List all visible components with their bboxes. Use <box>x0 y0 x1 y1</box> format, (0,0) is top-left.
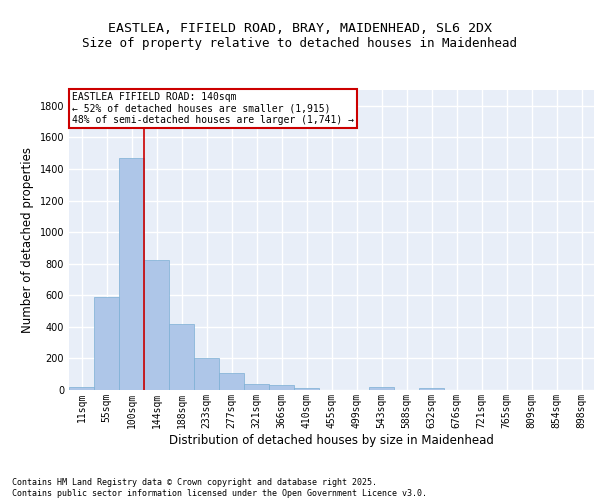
Text: Contains HM Land Registry data © Crown copyright and database right 2025.
Contai: Contains HM Land Registry data © Crown c… <box>12 478 427 498</box>
Bar <box>119 158 144 390</box>
Text: Size of property relative to detached houses in Maidenhead: Size of property relative to detached ho… <box>83 38 517 51</box>
Y-axis label: Number of detached properties: Number of detached properties <box>21 147 34 333</box>
Bar <box>269 386 294 390</box>
Bar <box>419 388 444 390</box>
Bar <box>69 387 94 390</box>
Bar <box>369 387 394 390</box>
Bar <box>144 260 169 390</box>
Bar <box>219 374 244 390</box>
Text: EASTLEA FIFIELD ROAD: 140sqm
← 52% of detached houses are smaller (1,915)
48% of: EASTLEA FIFIELD ROAD: 140sqm ← 52% of de… <box>71 92 353 124</box>
Bar <box>194 358 219 390</box>
Text: EASTLEA, FIFIELD ROAD, BRAY, MAIDENHEAD, SL6 2DX: EASTLEA, FIFIELD ROAD, BRAY, MAIDENHEAD,… <box>108 22 492 36</box>
X-axis label: Distribution of detached houses by size in Maidenhead: Distribution of detached houses by size … <box>169 434 494 446</box>
Bar <box>94 297 119 390</box>
Bar <box>294 388 319 390</box>
Bar <box>244 384 269 390</box>
Bar <box>169 324 194 390</box>
